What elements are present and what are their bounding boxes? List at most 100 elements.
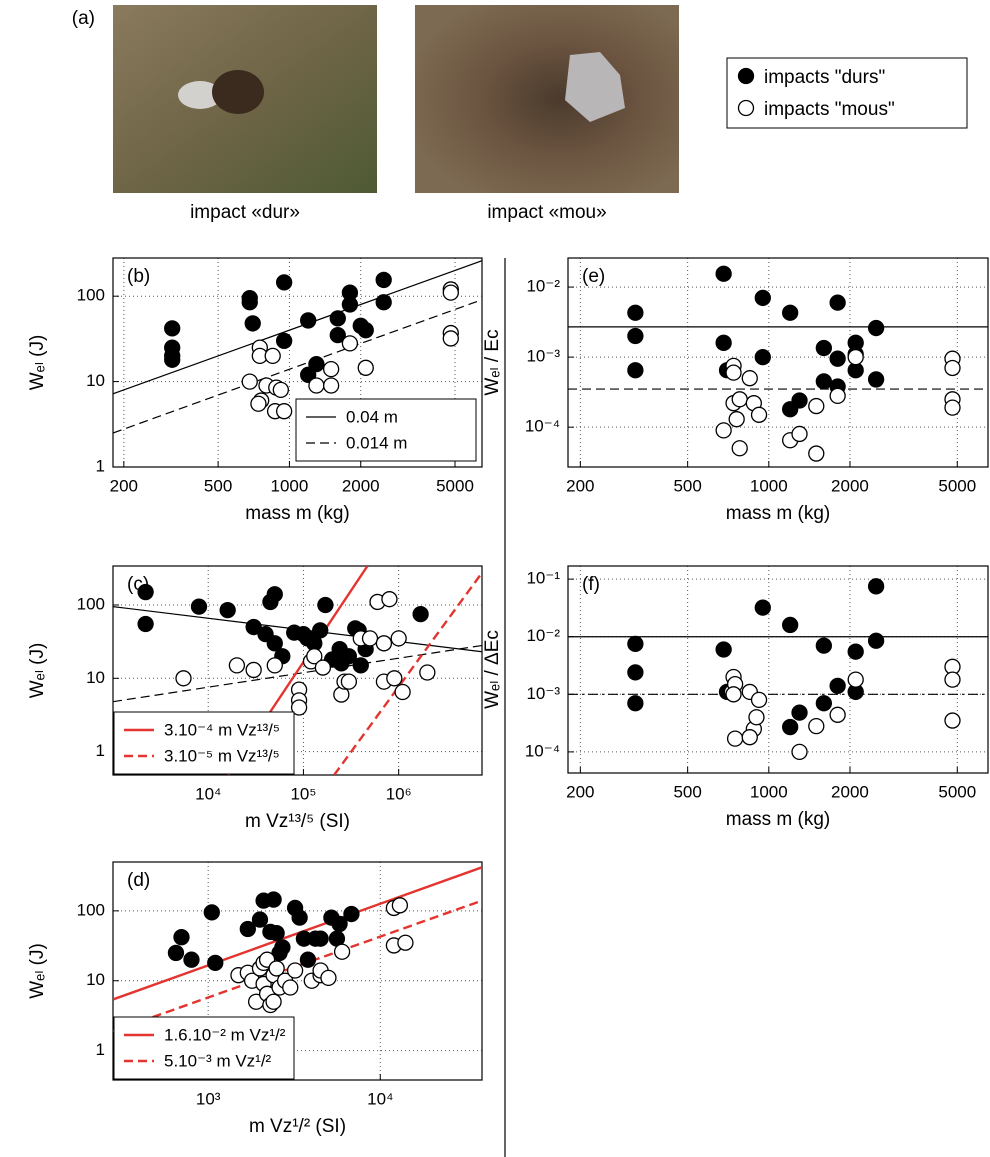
x-tick-label: 10³	[196, 1089, 221, 1108]
data-point	[137, 615, 154, 633]
data-point	[390, 630, 407, 647]
plot-frame	[567, 565, 989, 774]
data-point	[386, 670, 403, 687]
data-point	[137, 583, 154, 601]
x-axis-label: mass m (kg)	[245, 503, 350, 524]
data-point	[175, 670, 192, 687]
data-point	[867, 371, 885, 388]
data-point	[867, 632, 885, 649]
data-point	[264, 347, 281, 365]
data-point	[791, 704, 808, 721]
data-point	[725, 686, 742, 703]
data-point	[731, 391, 748, 408]
data-point	[944, 359, 961, 377]
data-point	[272, 381, 289, 399]
data-point	[847, 348, 864, 366]
data-point	[782, 304, 799, 321]
legend-label: impacts "durs"	[764, 67, 885, 88]
data-point	[312, 622, 329, 639]
data-point	[308, 356, 325, 373]
data-point	[322, 360, 340, 378]
legend-box	[113, 1016, 295, 1080]
data-point	[250, 395, 267, 412]
data-point	[190, 598, 208, 615]
data-point	[266, 657, 283, 674]
photo-mou	[415, 5, 679, 193]
data-point	[397, 934, 414, 951]
plot-area	[568, 265, 988, 462]
data-point	[867, 578, 885, 595]
photo-caption: impact «dur»	[190, 202, 300, 223]
y-axis-label: Wₑₗ (J)	[27, 643, 48, 699]
x-tick-label: 2000	[342, 476, 380, 495]
x-tick-label: 10⁶	[386, 784, 412, 803]
plot-area	[113, 260, 482, 434]
photo-caption: impact «mou»	[487, 202, 606, 223]
data-point	[300, 312, 317, 329]
legend-label: 3.10⁻⁵ m Vz¹³/⁵	[164, 746, 280, 765]
photo-dur	[113, 5, 377, 193]
legend: 0.04 m 0.014 m	[295, 398, 477, 462]
data-point	[754, 289, 771, 307]
data-point	[207, 954, 224, 972]
reference-line	[113, 299, 482, 434]
data-point	[741, 729, 758, 746]
reference-line	[113, 260, 482, 395]
data-point	[627, 635, 644, 653]
plot-frame	[567, 257, 989, 468]
data-point	[274, 939, 291, 956]
chart-panel: 10⁴ 10⁵ 10⁶ 1 10 100 (c) m Vz¹³/⁵ (SI) Wₑₗ (J) 3.…	[27, 565, 483, 832]
data-point	[320, 969, 337, 986]
x-axis-label: m Vz¹³/⁵ (SI)	[245, 811, 350, 832]
data-point	[867, 319, 885, 337]
data-point	[731, 440, 748, 457]
legend-box	[113, 711, 295, 775]
legend-label: 1.6.10⁻² m Vz¹/²	[164, 1025, 286, 1044]
y-axis-label: Wₑₗ (J)	[27, 943, 48, 999]
data-point	[381, 591, 398, 608]
data-point	[791, 392, 808, 409]
data-point	[829, 677, 846, 695]
data-point	[715, 641, 732, 658]
data-point	[282, 979, 299, 996]
y-tick-label: 10	[86, 668, 105, 687]
data-point	[748, 709, 765, 726]
y-tick-label: 10⁻²	[526, 626, 560, 645]
panel-label: (a)	[72, 8, 95, 29]
data-point	[750, 691, 768, 709]
plot-frame	[112, 257, 483, 468]
data-point	[829, 350, 846, 367]
data-point	[944, 399, 961, 416]
data-point	[341, 335, 359, 352]
plot-area	[568, 578, 988, 761]
data-point	[419, 664, 436, 681]
y-tick-label: 10⁻²	[526, 277, 560, 296]
y-tick-label: 100	[77, 900, 105, 919]
data-point	[245, 661, 262, 679]
data-point	[808, 397, 825, 415]
x-axis-label: mass m (kg)	[726, 503, 831, 524]
data-point	[331, 915, 348, 933]
data-point	[782, 718, 799, 736]
x-tick-label: 500	[673, 476, 701, 495]
x-tick-label: 500	[673, 782, 701, 801]
chart-panel: 200 500 1000 2000 5000 10⁻⁴ 10⁻³ 10⁻² 10⁻¹ (f) mas…	[482, 565, 989, 830]
x-tick-label: 200	[566, 782, 594, 801]
reference-line	[113, 866, 482, 1001]
data-point	[299, 951, 317, 968]
data-point	[375, 271, 392, 289]
data-point	[361, 630, 379, 647]
panel-label: (f)	[582, 574, 600, 595]
data-point	[219, 601, 236, 619]
data-point	[352, 657, 369, 674]
legend: 1.6.10⁻² m Vz¹/² 5.10⁻³ m Vz¹/²	[113, 1016, 295, 1080]
data-point	[322, 377, 340, 394]
data-point	[815, 637, 832, 654]
data-point	[268, 960, 285, 977]
data-point	[357, 322, 374, 339]
data-point	[275, 403, 293, 420]
data-point	[782, 616, 799, 634]
data-point	[268, 924, 285, 942]
data-point	[815, 373, 832, 390]
legend-label: 0.04 m	[346, 407, 398, 426]
